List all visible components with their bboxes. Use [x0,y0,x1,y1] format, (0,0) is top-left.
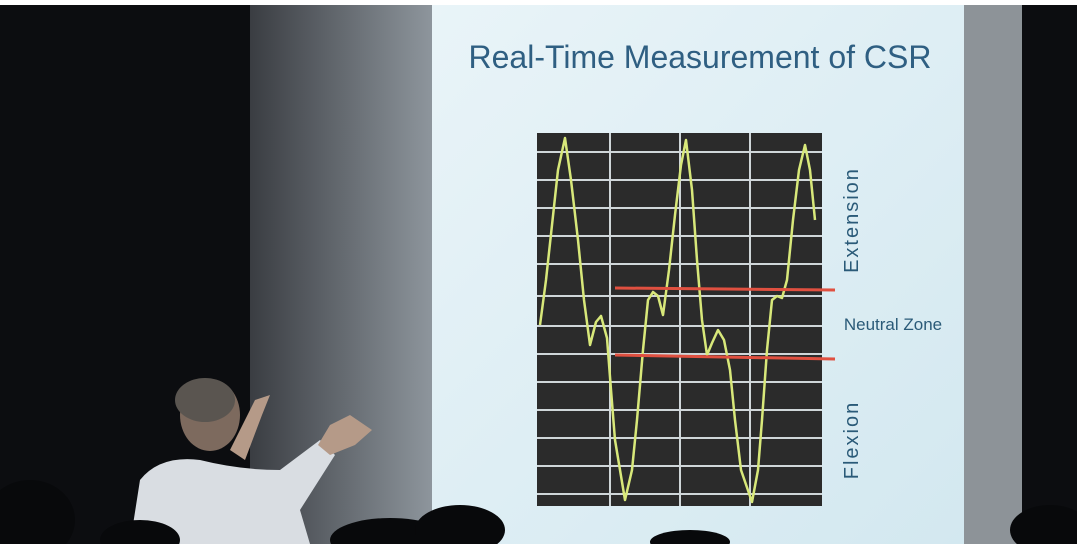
top-border [0,0,1077,5]
wall [250,5,435,544]
wall-right [962,5,1022,544]
slide-title: Real-Time Measurement of CSR [469,39,932,75]
neutral-zone-label: Neutral Zone [844,315,942,334]
page: Real-Time Measurement of CSR Extension F… [0,0,1077,544]
extension-label: Extension [841,167,863,273]
upper-threshold [615,288,835,290]
flexion-label: Flexion [841,401,863,479]
photo: Real-Time Measurement of CSR Extension F… [0,0,1077,544]
